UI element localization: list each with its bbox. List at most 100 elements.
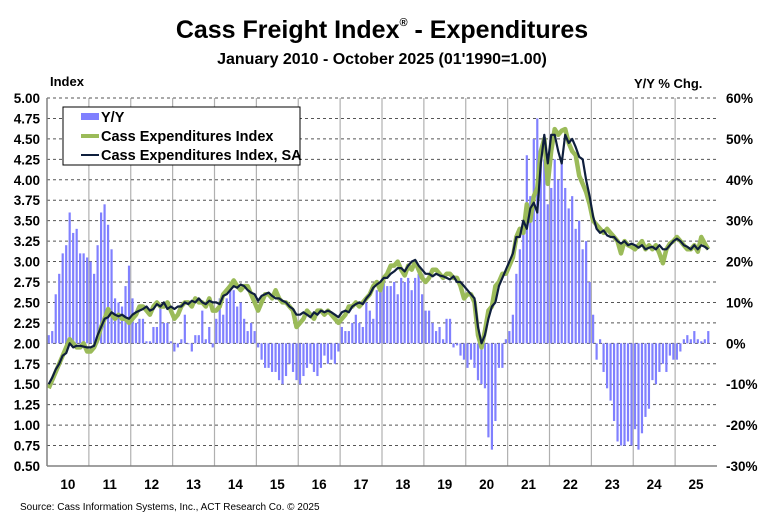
yy-bar: [675, 343, 678, 360]
y-tick-label: 3.50: [14, 214, 40, 229]
yy-bar: [428, 310, 431, 344]
yy-bar: [225, 298, 228, 344]
title-text: Cass Freight Index: [175, 16, 400, 44]
yy-bar: [434, 331, 438, 344]
yy-bar: [284, 343, 288, 377]
y-tick-label: 4.50: [14, 132, 40, 147]
yy-bar: [159, 306, 162, 344]
yy-bar: [337, 343, 340, 352]
yy-bar: [462, 343, 466, 360]
yy-bar: [480, 343, 483, 385]
yy-bar: [536, 118, 539, 344]
yy-bar: [93, 273, 96, 344]
yy-bar: [605, 343, 609, 389]
registered-mark: ®: [399, 17, 408, 29]
yy-bar: [588, 282, 591, 344]
yy-bar: [232, 290, 235, 344]
y-tick-label: 2.25: [14, 316, 41, 331]
y-tick-label: 1.75: [14, 357, 41, 372]
yy-bar: [707, 331, 710, 344]
yy-bar: [263, 343, 267, 368]
yy-bar: [260, 343, 263, 360]
yy-bar: [358, 322, 361, 344]
yy-bar: [138, 318, 141, 344]
yy-bar: [553, 159, 556, 344]
yy-bar: [560, 159, 563, 344]
yy-bar: [68, 212, 71, 344]
yy-bar: [194, 335, 197, 344]
yy-bar: [532, 138, 535, 344]
yy-bar: [515, 273, 518, 344]
yy-bar: [431, 322, 434, 344]
yy-bar: [508, 331, 511, 344]
yy-bar: [117, 302, 120, 344]
yy-bar: [166, 322, 169, 344]
y-tick-label: 4.00: [14, 173, 40, 188]
yy-bar: [145, 341, 148, 344]
yy-bar: [469, 343, 473, 360]
yy-bar: [354, 314, 357, 344]
chart-subtitle: January 2010 - October 2025 (01'1990=1.0…: [217, 51, 547, 68]
yy-bar: [89, 261, 92, 344]
yy-bar: [619, 343, 623, 446]
yy-bar: [72, 232, 75, 344]
yy-bar: [700, 341, 703, 344]
yy-bar: [630, 343, 633, 446]
y2-tick-label: 40%: [726, 173, 753, 188]
yy-bar: [424, 310, 427, 344]
y-tick-label: 3.00: [14, 255, 40, 270]
yy-bar: [490, 343, 494, 450]
yy-bar: [316, 343, 319, 377]
yy-bar: [487, 343, 490, 438]
yy-bar: [204, 339, 207, 344]
yy-bar: [152, 326, 155, 344]
yy-bar: [518, 249, 521, 344]
yy-bar: [180, 339, 183, 344]
x-tick-label: 14: [228, 477, 244, 492]
yy-bar: [448, 318, 452, 344]
x-tick-label: 16: [312, 477, 328, 492]
yy-bar: [197, 335, 200, 344]
yy-bar: [626, 343, 630, 442]
yy-bar: [288, 343, 291, 364]
yy-bar: [557, 179, 560, 344]
yy-bar: [302, 343, 305, 377]
y-tick-label: 2.50: [14, 295, 40, 310]
y-tick-label: 4.75: [14, 111, 41, 126]
yy-bar: [546, 204, 549, 344]
legend-swatch-yy: [81, 113, 99, 120]
yy-bar: [578, 220, 581, 344]
yy-bar: [58, 273, 61, 344]
yy-bar: [497, 343, 501, 368]
index-line: [46, 126, 711, 390]
y2-tick-label: 10%: [726, 295, 753, 310]
yy-bar: [511, 314, 514, 344]
y-tick-label: 0.75: [14, 439, 41, 454]
y-tick-label: 3.25: [14, 234, 41, 249]
x-tick-label: 19: [437, 477, 452, 492]
yy-bar: [686, 335, 689, 344]
yy-bar: [393, 282, 396, 344]
yy-bar: [672, 343, 675, 360]
yy-bar: [410, 290, 413, 344]
yy-bar: [592, 314, 595, 344]
yy-bar: [529, 196, 532, 344]
yy-bar: [75, 228, 78, 344]
yy-bar: [344, 331, 347, 344]
yy-bar: [417, 273, 420, 344]
chart-title: Cass Freight Index® - Expenditures: [0, 16, 764, 45]
yy-bar: [476, 343, 480, 381]
yy-bar: [539, 163, 542, 344]
yy-bar: [483, 343, 487, 389]
yy-bar: [574, 228, 577, 344]
yy-bar: [218, 298, 221, 344]
yy-bar: [347, 331, 350, 344]
yy-bar: [106, 224, 110, 344]
yy-bar: [564, 187, 567, 344]
yy-bar: [267, 343, 270, 368]
yy-bar: [312, 343, 316, 372]
y-tick-label: 4.25: [14, 152, 41, 167]
y-tick-label: 2.75: [14, 275, 41, 290]
yy-bar: [148, 341, 152, 344]
